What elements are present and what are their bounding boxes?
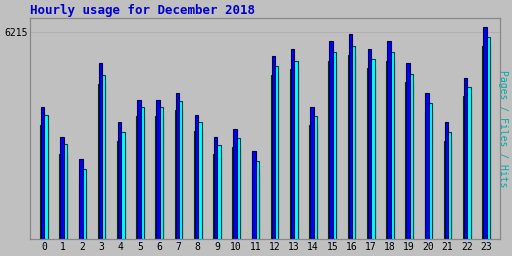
Bar xyxy=(158,107,163,256)
Bar xyxy=(369,59,375,256)
Bar xyxy=(213,154,221,256)
Bar xyxy=(59,154,67,256)
Bar xyxy=(156,116,163,256)
Bar xyxy=(60,137,63,256)
Bar xyxy=(484,37,490,256)
Bar xyxy=(311,116,317,256)
Bar xyxy=(464,78,467,256)
Bar xyxy=(290,69,297,256)
Bar xyxy=(234,138,240,256)
Text: Hourly usage for December 2018: Hourly usage for December 2018 xyxy=(30,4,255,17)
Bar xyxy=(291,49,294,256)
Bar xyxy=(99,63,102,256)
Bar xyxy=(408,74,413,256)
Bar xyxy=(119,132,124,256)
Bar xyxy=(232,147,240,256)
Bar xyxy=(138,107,144,256)
Bar xyxy=(329,41,333,256)
Bar xyxy=(309,125,317,256)
Bar xyxy=(350,46,355,256)
Bar xyxy=(349,34,352,256)
Bar xyxy=(406,82,413,256)
Bar xyxy=(331,52,336,256)
Bar xyxy=(41,107,45,256)
Bar xyxy=(445,122,448,256)
Bar xyxy=(175,110,182,256)
Bar xyxy=(427,103,432,256)
Bar xyxy=(196,122,202,256)
Bar xyxy=(118,122,121,256)
Y-axis label: Pages / Files / Hits: Pages / Files / Hits xyxy=(498,70,508,187)
Bar xyxy=(233,129,237,256)
Bar xyxy=(176,93,179,256)
Bar xyxy=(194,131,202,256)
Bar xyxy=(292,60,297,256)
Bar xyxy=(214,137,218,256)
Bar xyxy=(446,132,452,256)
Bar xyxy=(117,141,124,256)
Bar xyxy=(368,49,371,256)
Bar xyxy=(386,60,394,256)
Bar xyxy=(42,115,48,256)
Bar xyxy=(425,93,429,256)
Bar xyxy=(328,60,336,256)
Bar xyxy=(463,96,471,256)
Bar xyxy=(252,151,256,256)
Bar xyxy=(195,115,198,256)
Bar xyxy=(465,87,471,256)
Bar xyxy=(387,41,391,256)
Bar xyxy=(406,63,410,256)
Bar xyxy=(444,141,452,256)
Bar xyxy=(254,162,259,256)
Bar xyxy=(348,55,355,256)
Bar xyxy=(272,56,275,256)
Bar xyxy=(389,52,394,256)
Bar xyxy=(177,101,182,256)
Bar xyxy=(78,180,86,256)
Bar xyxy=(79,158,83,256)
Bar xyxy=(273,66,279,256)
Bar xyxy=(137,100,141,256)
Bar xyxy=(61,144,67,256)
Bar xyxy=(98,84,105,256)
Bar xyxy=(81,169,86,256)
Bar xyxy=(156,100,160,256)
Bar xyxy=(100,75,105,256)
Bar xyxy=(310,107,314,256)
Bar xyxy=(482,46,490,256)
Bar xyxy=(216,145,221,256)
Bar xyxy=(40,125,48,256)
Bar xyxy=(271,75,279,256)
Bar xyxy=(136,116,144,256)
Bar xyxy=(424,112,432,256)
Bar xyxy=(251,170,259,256)
Bar xyxy=(483,27,486,256)
Bar xyxy=(367,68,375,256)
